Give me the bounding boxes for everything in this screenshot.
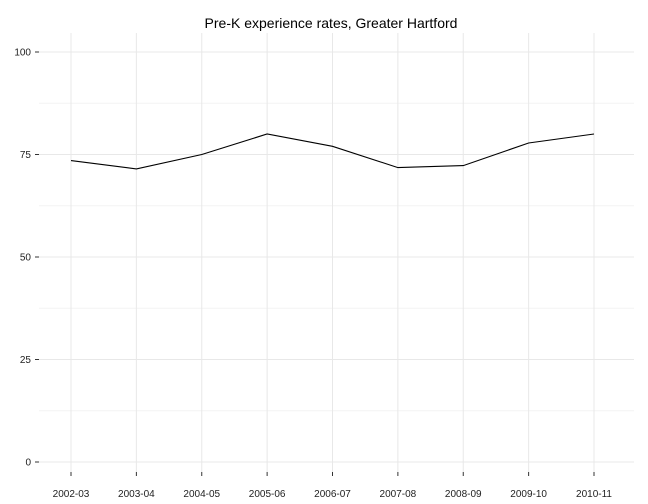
y-axis: 0 25 50 75 100 xyxy=(14,48,39,469)
y-tick-label: 0 xyxy=(25,458,31,469)
x-tick-label: 2008-09 xyxy=(445,489,482,500)
plot-area xyxy=(70,133,595,170)
x-tick-label: 2010-11 xyxy=(576,489,612,500)
y-tick-label: 50 xyxy=(20,253,32,264)
x-tick-label: 2009-10 xyxy=(510,489,547,500)
x-axis: 2002-03 2003-04 2004-05 2005-06 2006-07 2007-… xyxy=(53,472,612,500)
y-tick-label: 75 xyxy=(20,150,32,161)
grid xyxy=(39,33,634,472)
x-tick-label: 2007-08 xyxy=(380,489,417,500)
x-tick-label: 2006-07 xyxy=(314,489,351,500)
y-tick-label: 25 xyxy=(20,355,32,366)
x-tick-label: 2003-04 xyxy=(118,489,155,500)
x-tick-label: 2002-03 xyxy=(53,489,90,500)
y-tick-label: 100 xyxy=(14,48,31,59)
chart-title: Pre-K experience rates, Greater Hartford xyxy=(205,15,458,31)
series-line xyxy=(70,133,595,170)
x-tick-label: 2004-05 xyxy=(183,489,220,500)
x-tick-label: 2005-06 xyxy=(249,489,286,500)
